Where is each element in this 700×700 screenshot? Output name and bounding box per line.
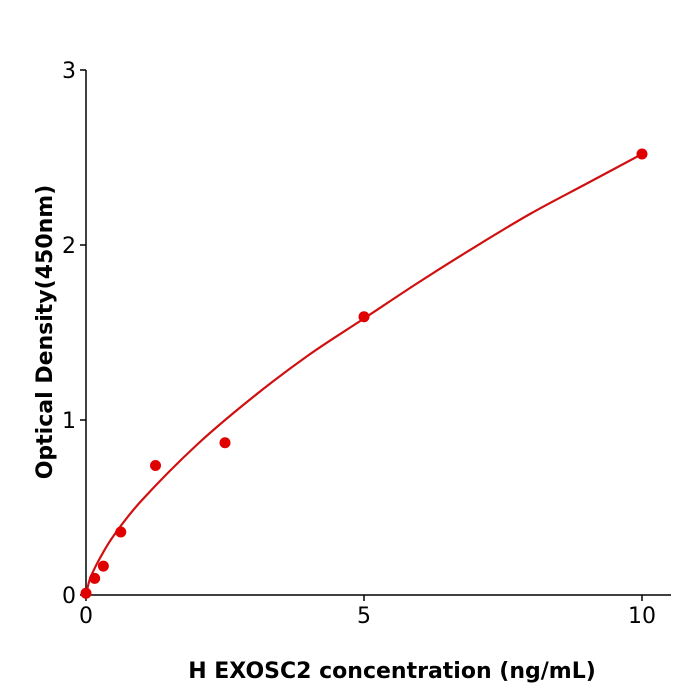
data-point — [219, 437, 231, 449]
y-axis-label: Optical Density(450nm) — [33, 185, 58, 480]
x-tick-label: 10 — [628, 604, 656, 629]
y-tick-label: 0 — [62, 584, 76, 609]
data-point — [150, 460, 161, 471]
x-tick-label: 5 — [357, 604, 371, 629]
data-point — [97, 560, 109, 572]
x-axis-label: H EXOSC2 concentration (ng/mL) — [188, 659, 596, 684]
data-point — [358, 311, 370, 323]
data-point — [636, 148, 648, 160]
fit-curve — [84, 153, 643, 596]
data-point — [80, 587, 92, 599]
data-point — [89, 572, 101, 584]
y-tick-label: 1 — [62, 409, 76, 434]
x-tick-label: 0 — [79, 604, 93, 629]
data-point — [115, 526, 127, 538]
y-tick-label: 2 — [62, 234, 76, 259]
y-tick-label: 3 — [62, 59, 76, 84]
